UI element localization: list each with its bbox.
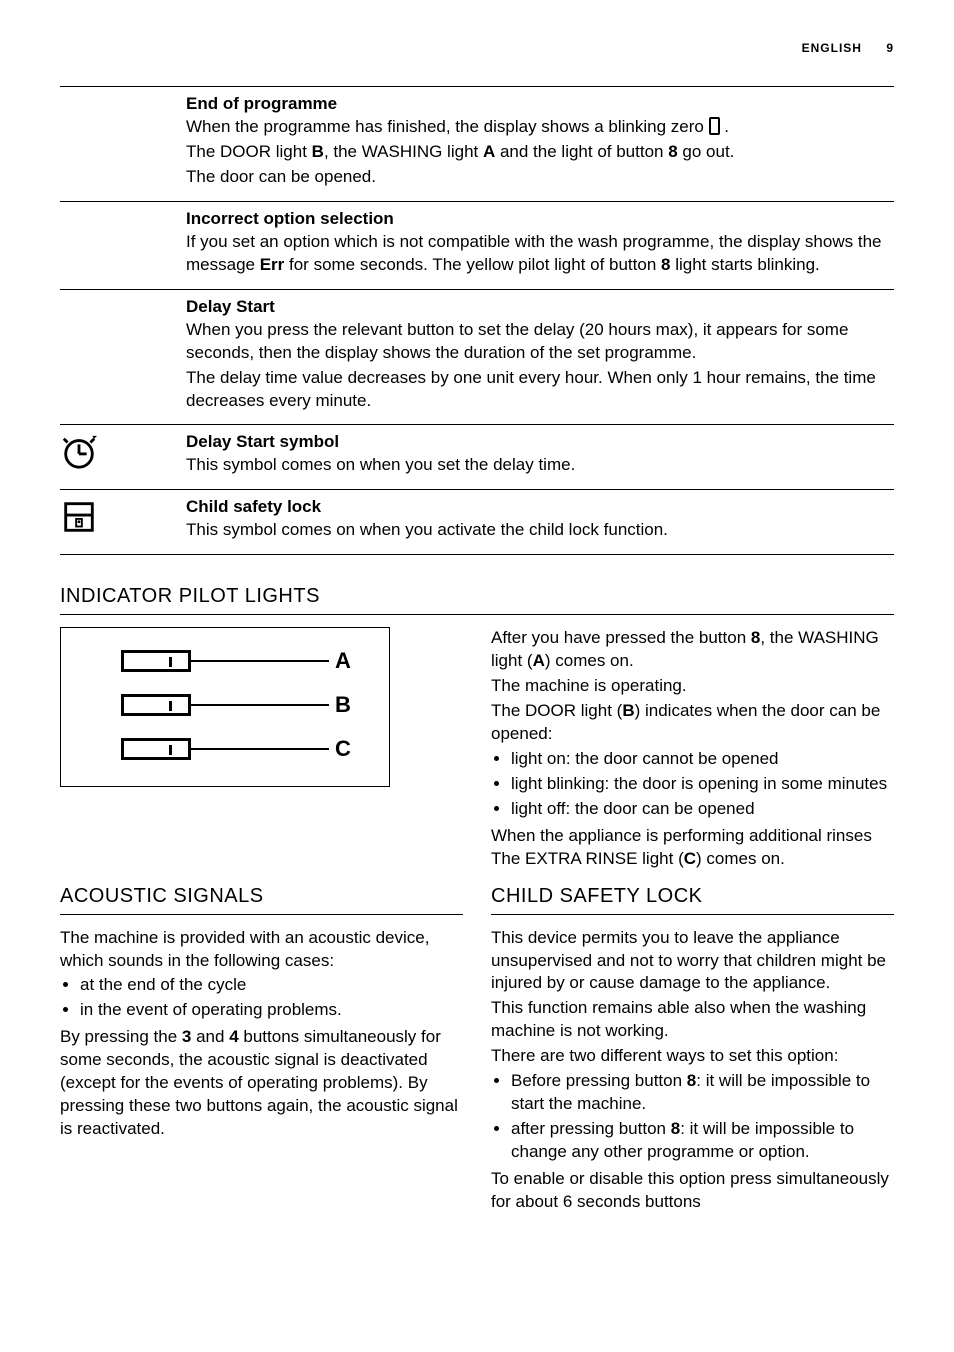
row-end-of-programme: End of programme When the programme has … (60, 86, 894, 201)
list-item: at the end of the cycle (80, 974, 463, 997)
row-icon (60, 496, 180, 544)
child-lock-icon (60, 498, 98, 536)
led-icon (121, 650, 191, 672)
childlock-p4: To enable or disable this option press s… (491, 1168, 894, 1214)
acoustic-bullets: at the end of the cycle in the event of … (60, 974, 463, 1022)
indicator-p3: The DOOR light (B) indicates when the do… (491, 700, 894, 746)
indicator-bullets: light on: the door cannot be opened ligh… (491, 748, 894, 821)
bottom-sections: ACOUSTIC SIGNALS The machine is provided… (60, 883, 894, 1216)
list-item: light on: the door cannot be opened (511, 748, 894, 771)
header-page: 9 (886, 41, 894, 55)
row-body: If you set an option which is not compat… (186, 231, 884, 277)
row-body: The delay time value decreases by one un… (186, 367, 884, 413)
led-icon (121, 694, 191, 716)
diagram-label-b: B (335, 690, 359, 720)
row-text: Incorrect option selection If you set an… (180, 208, 894, 279)
indicator-text-col: After you have pressed the button 8, the… (491, 627, 894, 872)
acoustic-p2: By pressing the 3 and 4 buttons simultan… (60, 1026, 463, 1141)
row-child-lock: Child safety lock This symbol comes on w… (60, 489, 894, 555)
diagram-row-c: C (121, 734, 359, 764)
row-incorrect-option: Incorrect option selection If you set an… (60, 201, 894, 289)
row-title: Child safety lock (186, 496, 884, 519)
indicator-columns: A B C After you have pressed the button … (60, 627, 894, 872)
row-title: Incorrect option selection (186, 208, 884, 231)
row-body: This symbol comes on when you set the de… (186, 454, 884, 477)
zero-icon (709, 117, 720, 135)
row-delay-start: Delay Start When you press the relevant … (60, 289, 894, 425)
row-body: The DOOR light B, the WASHING light A an… (186, 141, 884, 164)
row-text: Delay Start When you press the relevant … (180, 296, 894, 415)
childlock-p3: There are two different ways to set this… (491, 1045, 894, 1068)
row-text: End of programme When the programme has … (180, 93, 894, 191)
header-lang: ENGLISH (802, 41, 862, 55)
section-heading-acoustic: ACOUSTIC SIGNALS (60, 883, 463, 915)
section-heading-indicator: INDICATOR PILOT LIGHTS (60, 583, 894, 615)
list-item: light off: the door can be opened (511, 798, 894, 821)
row-icon-empty (60, 93, 180, 191)
childlock-col: CHILD SAFETY LOCK This device permits yo… (491, 883, 894, 1216)
row-icon-empty (60, 208, 180, 279)
row-title: Delay Start (186, 296, 884, 319)
leader-line (191, 748, 329, 750)
indicator-diagram: A B C (60, 627, 390, 787)
childlock-bullets: Before pressing button 8: it will be imp… (491, 1070, 894, 1164)
row-body: The door can be opened. (186, 166, 884, 189)
indicator-p1: After you have pressed the button 8, the… (491, 627, 894, 673)
row-text: Delay Start symbol This symbol comes on … (180, 431, 894, 479)
childlock-p1: This device permits you to leave the app… (491, 927, 894, 996)
acoustic-col: ACOUSTIC SIGNALS The machine is provided… (60, 883, 463, 1216)
row-body: When the programme has finished, the dis… (186, 116, 884, 139)
row-title: End of programme (186, 93, 884, 116)
row-delay-symbol: Delay Start symbol This symbol comes on … (60, 424, 894, 489)
diagram-label-a: A (335, 646, 359, 676)
row-icon-empty (60, 296, 180, 415)
leader-line (191, 704, 329, 706)
led-icon (121, 738, 191, 760)
row-body: When you press the relevant button to se… (186, 319, 884, 365)
row-text: Child safety lock This symbol comes on w… (180, 496, 894, 544)
diagram-row-b: B (121, 690, 359, 720)
row-icon (60, 431, 180, 479)
list-item: Before pressing button 8: it will be imp… (511, 1070, 894, 1116)
indicator-diagram-col: A B C (60, 627, 463, 872)
list-item: after pressing button 8: it will be impo… (511, 1118, 894, 1164)
row-title: Delay Start symbol (186, 431, 884, 454)
section-heading-childlock: CHILD SAFETY LOCK (491, 883, 894, 915)
childlock-p2: This function remains able also when the… (491, 997, 894, 1043)
acoustic-p1: The machine is provided with an acoustic… (60, 927, 463, 973)
indicator-p2: The machine is operating. (491, 675, 894, 698)
list-item: in the event of operating problems. (80, 999, 463, 1022)
page-header: ENGLISH 9 (60, 40, 894, 56)
diagram-row-a: A (121, 646, 359, 676)
diagram-label-c: C (335, 734, 359, 764)
list-item: light blinking: the door is opening in s… (511, 773, 894, 796)
indicator-p4: When the appliance is performing additio… (491, 825, 894, 871)
clock-icon (60, 433, 98, 471)
leader-line (191, 660, 329, 662)
row-body: This symbol comes on when you activate t… (186, 519, 884, 542)
